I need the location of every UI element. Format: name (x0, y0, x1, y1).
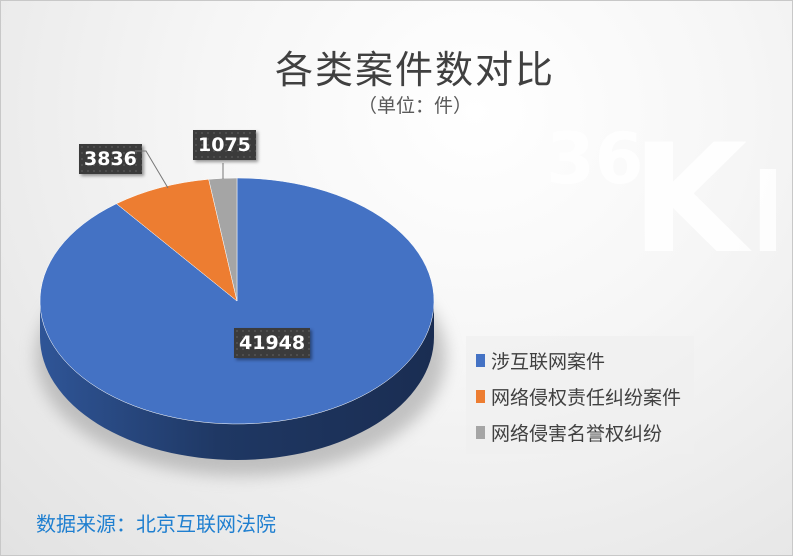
watermark-logo: 36 Kr (546, 121, 776, 256)
data-label-1: 3836 (79, 144, 142, 174)
chart-title: 各类案件数对比 (274, 48, 555, 92)
pie-side-wall (40, 301, 434, 460)
legend-swatch (476, 353, 485, 367)
legend-label: 网络侵害名誉权纠纷 (491, 422, 663, 445)
legend-label: 网络侵权责任纠纷案件 (491, 386, 682, 409)
legend-item: 网络侵权责任纠纷案件 (466, 378, 694, 414)
svg-text:36: 36 (546, 121, 643, 200)
data-source: 数据来源：北京互联网法院 (36, 512, 276, 536)
legend-item: 涉互联网案件 (466, 342, 694, 378)
data-label-2: 1075 (193, 130, 256, 160)
legend-item: 网络侵害名誉权纠纷 (466, 414, 694, 450)
svg-text:Kr: Kr (631, 121, 776, 256)
chart-subtitle: （单位：件） (357, 95, 472, 117)
legend-swatch (476, 389, 485, 403)
legend: 涉互联网案件 网络侵权责任纠纷案件 网络侵害名誉权纠纷 (466, 336, 694, 454)
data-label-0: 41948 (234, 328, 311, 358)
leader-line-1 (135, 150, 169, 189)
legend-swatch (476, 425, 485, 439)
legend-label: 涉互联网案件 (491, 350, 606, 373)
pie-slice-1 (115, 179, 238, 302)
